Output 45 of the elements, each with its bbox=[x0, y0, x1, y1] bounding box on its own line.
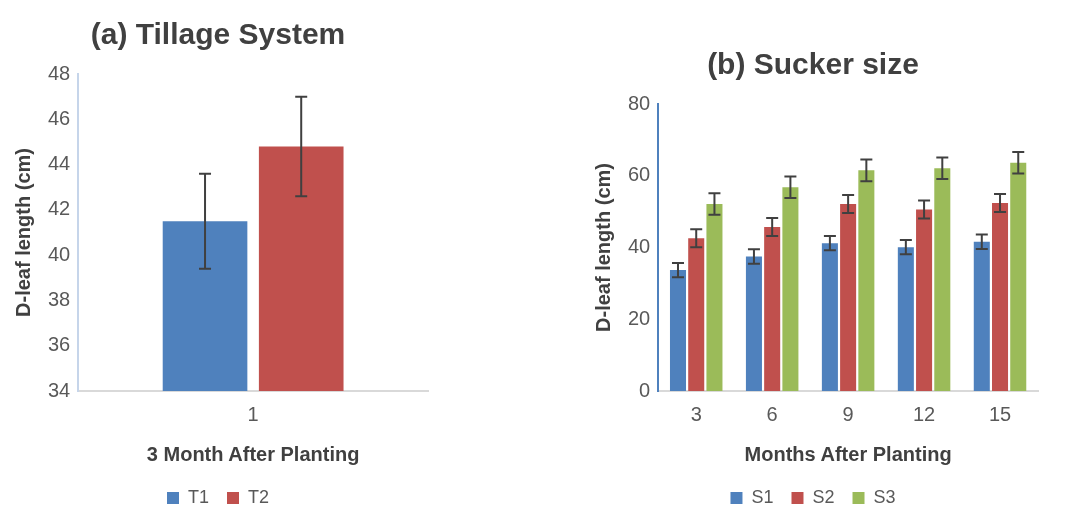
y-tick-label: 40 bbox=[628, 235, 651, 258]
x-axis-title: 3 Month After Planting bbox=[146, 442, 360, 465]
bar bbox=[688, 238, 705, 391]
x-axis-title: Months After Planting bbox=[744, 442, 952, 465]
y-tick-label: 80 bbox=[628, 91, 651, 114]
chart-title: (b) Sucker size bbox=[707, 47, 919, 81]
bar bbox=[764, 227, 781, 391]
bar bbox=[745, 256, 762, 391]
y-tick-label: 0 bbox=[639, 378, 651, 401]
bar bbox=[992, 203, 1009, 391]
bar bbox=[821, 243, 838, 391]
legend-label: T1 bbox=[187, 486, 210, 507]
bar bbox=[1010, 162, 1027, 391]
y-tick-label: 20 bbox=[628, 306, 651, 329]
y-tick-label: 60 bbox=[628, 163, 651, 186]
bar bbox=[706, 204, 723, 391]
bar bbox=[858, 170, 875, 391]
x-tick-label: 9 bbox=[842, 402, 854, 425]
y-axis-title: D-leaf length (cm) bbox=[11, 148, 34, 317]
y-tick-label: 44 bbox=[48, 152, 71, 175]
legend-label: T2 bbox=[248, 486, 270, 507]
y-tick-label: 40 bbox=[48, 242, 71, 265]
y-tick-label: 46 bbox=[48, 106, 71, 129]
x-tick-label: 15 bbox=[988, 402, 1012, 425]
bar bbox=[897, 247, 914, 391]
legend-label: S2 bbox=[812, 486, 835, 507]
bar bbox=[840, 204, 857, 391]
y-axis-title: D-leaf length (cm) bbox=[591, 163, 614, 332]
y-tick-label: 38 bbox=[48, 287, 71, 310]
chart-title: (a) Tillage System bbox=[90, 17, 346, 51]
x-tick-label: 6 bbox=[766, 402, 778, 425]
bar bbox=[669, 270, 687, 391]
bar bbox=[934, 168, 951, 391]
x-tick-label: 12 bbox=[912, 402, 936, 425]
x-tick-label: 3 bbox=[690, 402, 702, 425]
y-tick-label: 34 bbox=[48, 378, 71, 401]
y-tick-label: 42 bbox=[48, 197, 71, 220]
y-tick-label: 48 bbox=[48, 61, 71, 84]
y-tick-label: 36 bbox=[48, 333, 71, 356]
legend-label: S1 bbox=[751, 486, 774, 507]
x-tick-label: 1 bbox=[247, 402, 259, 425]
bar bbox=[916, 209, 933, 391]
legend-label: S3 bbox=[873, 486, 896, 507]
bar bbox=[782, 187, 799, 391]
bar bbox=[973, 241, 990, 391]
